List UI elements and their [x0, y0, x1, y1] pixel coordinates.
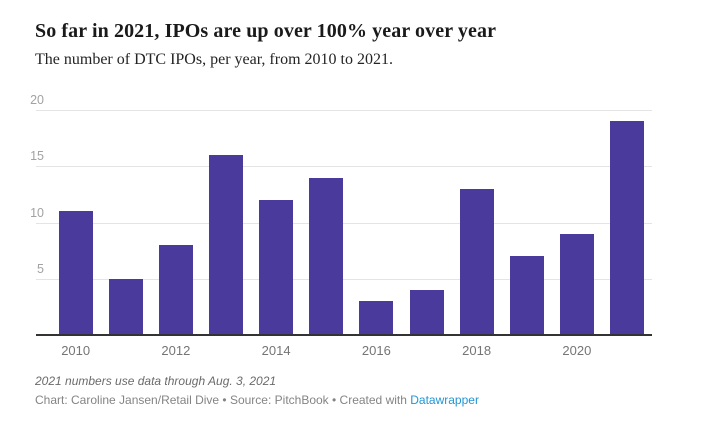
bar-2019 [509, 256, 544, 335]
byline-text: Chart: Caroline Jansen/Retail Dive • Sou… [35, 393, 411, 407]
x-axis-label-2020: 2020 [562, 343, 592, 358]
bar-2013 [209, 155, 244, 335]
x-axis-label-2012: 2012 [161, 343, 191, 358]
bar-2018 [459, 188, 494, 335]
gridline-y-15 [36, 166, 652, 168]
bar-2011 [108, 278, 143, 335]
bar-2014 [259, 200, 294, 335]
x-axis-label-2016: 2016 [361, 343, 391, 358]
chart-title: So far in 2021, IPOs are up over 100% ye… [35, 20, 497, 42]
chart-subtitle: The number of DTC IPOs, per year, from 2… [35, 51, 393, 68]
x-axis-label-2014: 2014 [261, 343, 291, 358]
bar-2017 [409, 290, 444, 335]
y-axis-label-20: 20 [30, 93, 44, 107]
gridline-y-10 [36, 222, 652, 224]
bar-2015 [309, 177, 344, 335]
y-axis-label-15: 15 [30, 149, 44, 164]
y-axis-label-5: 5 [37, 261, 44, 276]
chart-footnote: 2021 numbers use data through Aug. 3, 20… [35, 374, 277, 388]
gridline-y-20 [36, 110, 652, 111]
bar-2020 [559, 233, 594, 335]
bar-2012 [158, 245, 193, 335]
x-axis-label-2010: 2010 [61, 343, 91, 358]
x-axis-label-2018: 2018 [462, 343, 492, 358]
bar-2010 [58, 211, 93, 335]
datawrapper-link[interactable]: Datawrapper [410, 393, 479, 407]
chart-byline: Chart: Caroline Jansen/Retail Dive • Sou… [35, 393, 479, 407]
bar-2021 [609, 121, 644, 335]
x-axis-line [36, 334, 652, 336]
y-axis-label-10: 10 [30, 205, 44, 220]
bar-2016 [359, 301, 394, 335]
gridline-y-5 [36, 278, 652, 280]
